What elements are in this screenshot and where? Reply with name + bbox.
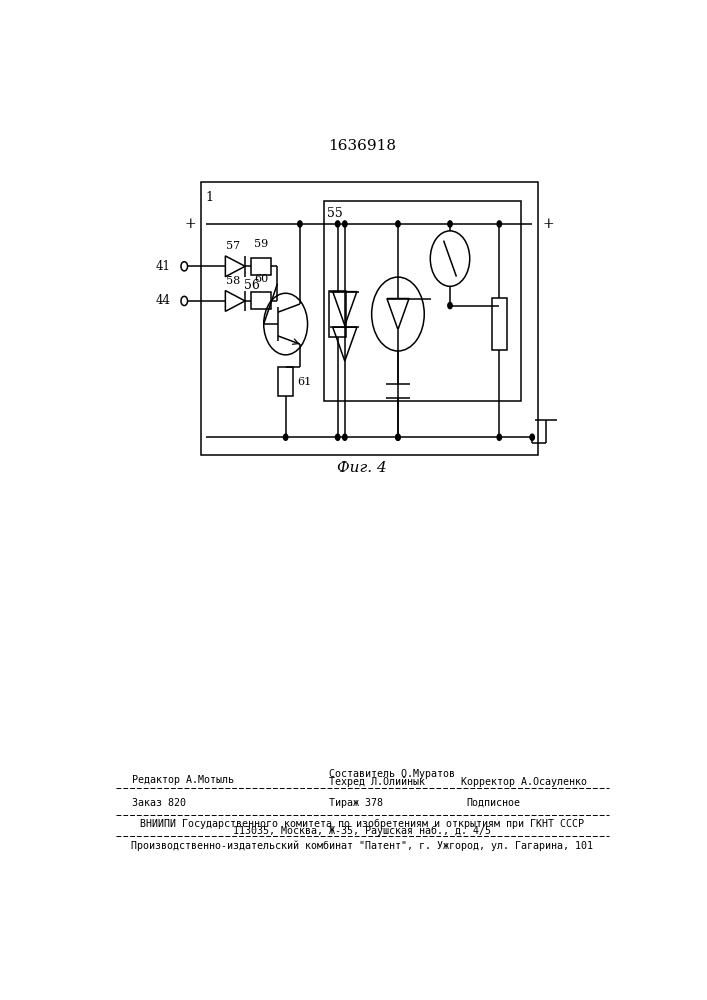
Text: 57: 57 <box>226 241 240 251</box>
Text: Составитель О.Муратов: Составитель О.Муратов <box>329 769 455 779</box>
Text: Редактор А.Мотыль: Редактор А.Мотыль <box>132 775 234 785</box>
Circle shape <box>336 434 340 440</box>
Circle shape <box>448 302 452 309</box>
Text: 41: 41 <box>156 260 170 273</box>
Text: 1: 1 <box>205 191 213 204</box>
Bar <box>278 367 293 396</box>
Circle shape <box>497 434 501 440</box>
Text: 44: 44 <box>156 294 170 307</box>
Text: 60: 60 <box>254 274 268 284</box>
Circle shape <box>396 434 400 440</box>
Text: +: + <box>185 217 197 231</box>
Bar <box>491 298 507 350</box>
Text: Техред Л.Олийнык      Корректор А.Осауленко: Техред Л.Олийнык Корректор А.Осауленко <box>329 777 588 787</box>
Text: Производственно-издательский комбинат "Патент", г. Ужгород, ул. Гагарина, 101: Производственно-издательский комбинат "П… <box>132 841 593 851</box>
Bar <box>251 292 271 309</box>
Circle shape <box>284 434 288 440</box>
Text: 59: 59 <box>254 239 268 249</box>
Text: 55: 55 <box>327 207 343 220</box>
Circle shape <box>343 434 347 440</box>
Circle shape <box>448 221 452 227</box>
Circle shape <box>497 221 501 227</box>
Circle shape <box>336 221 340 227</box>
Text: Заказ 820: Заказ 820 <box>132 798 186 808</box>
Circle shape <box>530 434 534 440</box>
Text: 58: 58 <box>226 276 240 286</box>
Circle shape <box>298 221 302 227</box>
Bar <box>201 182 538 455</box>
Text: Тираж 378: Тираж 378 <box>329 798 383 808</box>
Text: 56: 56 <box>244 279 259 292</box>
Circle shape <box>396 221 400 227</box>
Text: Подписное: Подписное <box>467 798 520 808</box>
Text: 1636918: 1636918 <box>328 139 397 153</box>
Circle shape <box>343 221 347 227</box>
Text: ВНИИПИ Государственного комитета по изобретениям и открытиям при ГКНТ СССР: ВНИИПИ Государственного комитета по изоб… <box>140 819 585 829</box>
Text: +: + <box>542 217 554 231</box>
Bar <box>329 291 346 337</box>
Text: 113035, Москва, Ж-35, Раушская наб., д. 4/5: 113035, Москва, Ж-35, Раушская наб., д. … <box>233 826 491 836</box>
Circle shape <box>396 434 400 440</box>
Bar <box>324 201 521 401</box>
Bar <box>251 258 271 275</box>
Text: Фиг. 4: Фиг. 4 <box>337 461 387 475</box>
Text: 61: 61 <box>298 377 312 387</box>
